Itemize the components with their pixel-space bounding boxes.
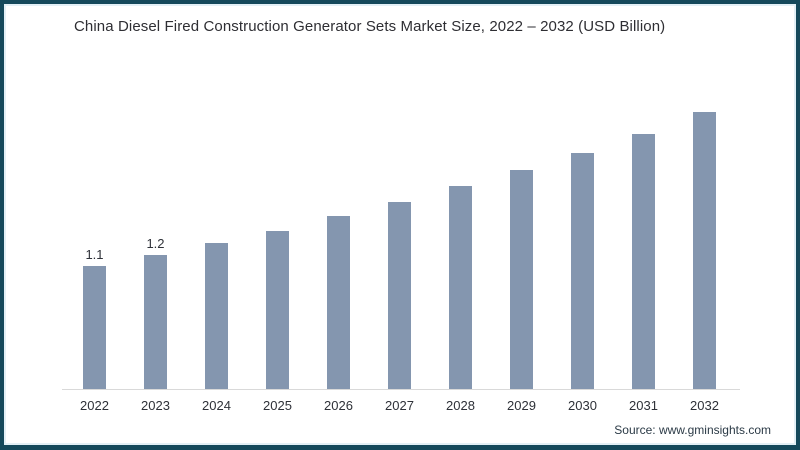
x-tick-2025: 2025 xyxy=(263,398,292,413)
bar-group-2026 xyxy=(308,99,369,389)
bar-2030 xyxy=(571,153,594,389)
chart-title: China Diesel Fired Construction Generato… xyxy=(74,18,666,35)
x-axis-line xyxy=(62,389,740,390)
bar-group-2030 xyxy=(552,99,613,389)
x-axis-labels: 2022 2023 2024 2025 2026 2027 2028 2029 2030 2031… xyxy=(64,398,735,413)
bar-2031 xyxy=(632,134,655,389)
bar-2029 xyxy=(510,170,533,389)
bar-2022 xyxy=(83,266,106,389)
bar-2023 xyxy=(144,255,167,389)
x-tick-2028: 2028 xyxy=(446,398,475,413)
bar-2032 xyxy=(693,112,716,389)
x-tick-2030: 2030 xyxy=(568,398,597,413)
bar-group-2027 xyxy=(369,99,430,389)
bar-group-2028 xyxy=(430,99,491,389)
bar-group-2022: 1.1 xyxy=(64,99,125,389)
x-tick-2032: 2032 xyxy=(690,398,719,413)
bar-2025 xyxy=(266,231,289,389)
bar-group-2032 xyxy=(674,99,735,389)
bar-2026 xyxy=(327,216,350,389)
bar-2024 xyxy=(205,243,228,389)
bar-chart-plot-area: 1.1 1.2 xyxy=(64,99,735,389)
x-tick-2029: 2029 xyxy=(507,398,536,413)
source-credit: Source: www.gminsights.com xyxy=(614,423,771,437)
x-tick-2026: 2026 xyxy=(324,398,353,413)
x-tick-2024: 2024 xyxy=(202,398,231,413)
x-tick-2031: 2031 xyxy=(629,398,658,413)
bar-group-2024 xyxy=(186,99,247,389)
bar-2028 xyxy=(449,186,472,389)
bar-2027 xyxy=(388,202,411,389)
x-tick-2022: 2022 xyxy=(80,398,109,413)
bar-group-2025 xyxy=(247,99,308,389)
bar-group-2029 xyxy=(491,99,552,389)
bar-group-2023: 1.2 xyxy=(125,99,186,389)
x-tick-2027: 2027 xyxy=(385,398,414,413)
data-label-2022: 1.1 xyxy=(85,247,104,262)
data-label-2023: 1.2 xyxy=(146,236,165,251)
bar-group-2031 xyxy=(613,99,674,389)
x-tick-2023: 2023 xyxy=(141,398,170,413)
